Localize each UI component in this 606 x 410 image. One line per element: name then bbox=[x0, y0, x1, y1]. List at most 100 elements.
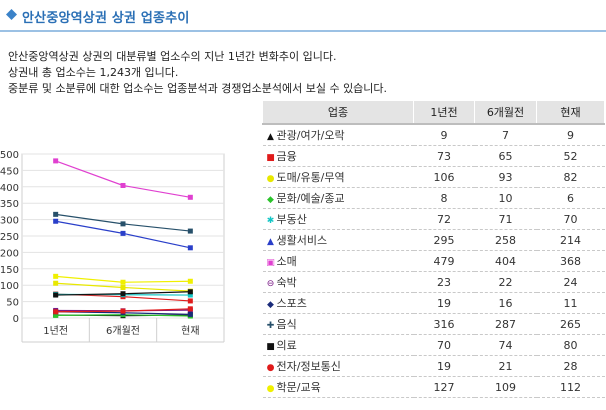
count-6-months-ago: 287 bbox=[474, 313, 537, 335]
series-marker-icon: ▣ bbox=[266, 258, 275, 268]
series-marker-icon: ◆ bbox=[267, 195, 274, 205]
data-point bbox=[187, 228, 193, 234]
category-cell: ◆ 스포츠 bbox=[262, 292, 414, 314]
count-6-months-ago: 258 bbox=[474, 229, 537, 251]
x-tick-label: 1년전 bbox=[43, 325, 68, 337]
data-point bbox=[53, 158, 59, 164]
series-marker-icon: ● bbox=[266, 363, 275, 373]
header-6-months-ago: 6개월전 bbox=[474, 100, 537, 125]
count-current: 52 bbox=[536, 145, 605, 167]
category-cell: ■ 의료 bbox=[262, 334, 414, 356]
category-label: 음식 bbox=[276, 318, 297, 331]
count-6-months-ago: 74 bbox=[474, 334, 537, 356]
y-tick-label: 50 bbox=[6, 298, 19, 309]
y-tick-label: 150 bbox=[0, 265, 19, 276]
table-row: ■ 의료 70 74 80 bbox=[262, 334, 605, 356]
series-marker-icon: ◆ bbox=[267, 300, 274, 310]
category-label: 부동산 bbox=[276, 213, 307, 226]
count-1-year-ago: 479 bbox=[413, 250, 475, 272]
table-row: ✚ 음식 316 287 265 bbox=[262, 313, 605, 335]
y-tick-label: 250 bbox=[0, 232, 19, 243]
y-tick-label: 450 bbox=[0, 166, 19, 177]
count-current: 368 bbox=[536, 250, 605, 272]
category-cell: ▣ 소매 bbox=[262, 250, 414, 272]
data-point bbox=[187, 278, 193, 284]
description-line-1: 안산중앙역상권 상권의 대분류별 업소수의 지난 1년간 변화추이 입니다. bbox=[8, 50, 337, 63]
data-point bbox=[187, 306, 193, 312]
count-1-year-ago: 127 bbox=[413, 376, 475, 398]
series-marker-icon: ● bbox=[266, 174, 275, 184]
count-6-months-ago: 10 bbox=[474, 187, 537, 209]
series-marker-icon: ▲ bbox=[267, 237, 274, 247]
category-cell: ▲ 관광/여가/오락 bbox=[262, 124, 414, 146]
series-marker-icon: ✱ bbox=[266, 216, 275, 226]
count-1-year-ago: 316 bbox=[413, 313, 475, 335]
category-cell: ✚ 음식 bbox=[262, 313, 414, 335]
table-row: ▲ 생활서비스 295 258 214 bbox=[262, 229, 605, 251]
data-point bbox=[187, 194, 193, 200]
count-6-months-ago: 65 bbox=[474, 145, 537, 167]
count-current: 112 bbox=[536, 376, 605, 398]
count-6-months-ago: 16 bbox=[474, 292, 537, 314]
category-label: 전자/정보통신 bbox=[276, 360, 341, 373]
table-row: ▣ 소매 479 404 368 bbox=[262, 250, 605, 272]
table-row: ✱ 부동산 72 71 70 bbox=[262, 208, 605, 230]
category-cell: ◆ 문화/예술/종교 bbox=[262, 187, 414, 209]
table-header-row: 업종 1년전 6개월전 현재 bbox=[262, 100, 605, 125]
data-point bbox=[53, 218, 59, 224]
x-tick-label: 6개월전 bbox=[106, 325, 140, 337]
data-point bbox=[53, 211, 59, 217]
count-current: 28 bbox=[536, 355, 605, 377]
y-tick-label: 0 bbox=[13, 314, 19, 325]
data-point bbox=[120, 221, 126, 227]
count-1-year-ago: 9 bbox=[413, 124, 475, 146]
count-1-year-ago: 106 bbox=[413, 166, 475, 188]
data-point bbox=[53, 292, 59, 298]
count-1-year-ago: 19 bbox=[413, 355, 475, 377]
count-current: 214 bbox=[536, 229, 605, 251]
count-6-months-ago: 109 bbox=[474, 376, 537, 398]
series-marker-icon: ✚ bbox=[266, 321, 275, 331]
data-point bbox=[187, 292, 193, 298]
section-header: 안산중앙역상권 상권 업종추이 bbox=[0, 0, 606, 32]
count-current: 6 bbox=[536, 187, 605, 209]
count-current: 11 bbox=[536, 292, 605, 314]
table-row: ▲ 관광/여가/오락 9 7 9 bbox=[262, 124, 605, 146]
category-label: 스포츠 bbox=[276, 297, 307, 310]
count-6-months-ago: 21 bbox=[474, 355, 537, 377]
category-label: 관광/여가/오락 bbox=[276, 129, 345, 142]
y-tick-label: 350 bbox=[0, 199, 19, 210]
category-label: 의료 bbox=[276, 339, 297, 352]
header-category: 업종 bbox=[262, 100, 414, 125]
data-point bbox=[120, 291, 126, 297]
category-count-table: 업종 1년전 6개월전 현재 ▲ 관광/여가/오락 9 7 9 ■ 금융 73 65 52 ● 도매/… bbox=[262, 100, 605, 398]
table-row: ● 학문/교육 127 109 112 bbox=[262, 376, 605, 398]
count-1-year-ago: 72 bbox=[413, 208, 475, 230]
count-6-months-ago: 93 bbox=[474, 166, 537, 188]
category-cell: ▲ 생활서비스 bbox=[262, 229, 414, 251]
data-point bbox=[53, 312, 59, 318]
category-label: 소매 bbox=[276, 255, 297, 268]
y-tick-label: 300 bbox=[0, 216, 19, 227]
data-point bbox=[53, 309, 59, 315]
data-point bbox=[187, 245, 193, 251]
category-label: 금융 bbox=[276, 150, 297, 163]
data-point bbox=[120, 279, 126, 285]
series-marker-icon: ⊖ bbox=[266, 279, 275, 289]
y-tick-label: 200 bbox=[0, 248, 19, 259]
count-1-year-ago: 73 bbox=[413, 145, 475, 167]
count-6-months-ago: 22 bbox=[474, 271, 537, 293]
category-label: 숙박 bbox=[276, 276, 297, 289]
page-title: 안산중앙역상권 상권 업종추이 bbox=[22, 11, 190, 26]
category-cell: ■ 금융 bbox=[262, 145, 414, 167]
table-row: ● 전자/정보통신 19 21 28 bbox=[262, 355, 605, 377]
count-1-year-ago: 70 bbox=[413, 334, 475, 356]
count-current: 82 bbox=[536, 166, 605, 188]
count-current: 70 bbox=[536, 208, 605, 230]
category-cell: ● 전자/정보통신 bbox=[262, 355, 414, 377]
count-current: 9 bbox=[536, 124, 605, 146]
table-row: ■ 금융 73 65 52 bbox=[262, 145, 605, 167]
count-current: 24 bbox=[536, 271, 605, 293]
y-tick-label: 400 bbox=[0, 183, 19, 194]
table-row: ● 도매/유통/무역 106 93 82 bbox=[262, 166, 605, 188]
